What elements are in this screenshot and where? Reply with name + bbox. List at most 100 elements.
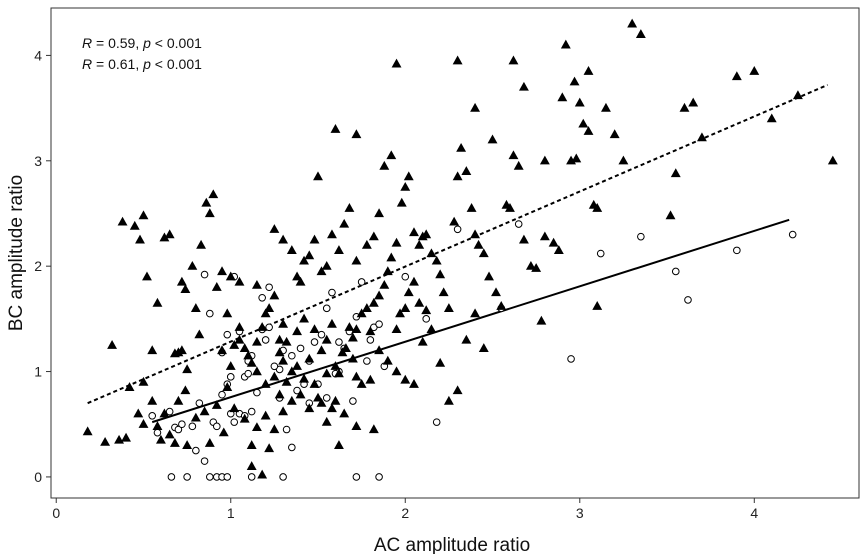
- data-point-triangle: [124, 382, 135, 391]
- data-point-triangle: [251, 366, 262, 376]
- data-point-triangle: [609, 129, 620, 139]
- series-triangles: [82, 18, 838, 479]
- data-point-triangle: [473, 239, 484, 249]
- data-point-triangle: [169, 348, 180, 358]
- data-point-triangle: [269, 224, 280, 233]
- data-point-triangle: [278, 234, 289, 244]
- data-point-triangle: [243, 350, 254, 360]
- data-point-triangle: [152, 297, 163, 307]
- data-point-triangle: [257, 469, 268, 479]
- data-point-triangle: [176, 276, 187, 286]
- data-point-triangle: [438, 287, 449, 297]
- data-point-triangle: [309, 234, 320, 244]
- data-point-triangle: [578, 118, 589, 128]
- annotation-1: R = 0.59, p < 0.001: [82, 35, 202, 51]
- data-point-triangle: [396, 197, 407, 207]
- x-tick-label: 0: [52, 505, 60, 521]
- y-tick-label: 2: [34, 258, 42, 274]
- data-point-triangle: [138, 376, 149, 386]
- data-point-triangle: [583, 126, 594, 135]
- data-point-triangle: [574, 97, 585, 107]
- data-point-triangle: [330, 361, 341, 370]
- data-point-triangle: [414, 239, 425, 249]
- y-tick-label: 4: [34, 47, 42, 63]
- data-point-triangle: [571, 153, 582, 163]
- data-point-triangle: [356, 378, 367, 388]
- data-point-circle: [671, 267, 680, 276]
- data-point-circle: [352, 473, 361, 481]
- data-point-triangle: [391, 366, 402, 376]
- data-point-circle: [733, 246, 741, 255]
- data-point-triangle: [201, 197, 212, 207]
- data-point-triangle: [452, 171, 463, 181]
- data-point-triangle: [269, 424, 280, 434]
- data-point-triangle: [365, 326, 376, 336]
- data-point-circle: [212, 422, 221, 431]
- data-point-circle: [375, 320, 383, 328]
- data-point-triangle: [251, 279, 262, 289]
- data-point-triangle: [190, 303, 201, 312]
- data-point-triangle: [508, 150, 519, 160]
- data-point-triangle: [292, 326, 303, 336]
- data-point-triangle: [313, 171, 323, 181]
- data-point-triangle: [356, 308, 367, 318]
- data-point-triangle: [386, 252, 397, 262]
- data-point-triangle: [173, 395, 184, 405]
- data-point-circle: [401, 272, 410, 281]
- data-point-circle: [258, 293, 266, 302]
- data-point-circle: [206, 473, 214, 481]
- data-point-triangle: [225, 271, 236, 281]
- data-point-triangle: [403, 171, 414, 181]
- data-point-triangle: [257, 322, 268, 331]
- data-point-triangle: [347, 332, 358, 342]
- data-point-circle: [195, 399, 204, 407]
- data-point-triangle: [351, 421, 362, 430]
- data-point-circle: [596, 249, 605, 258]
- data-point-triangle: [592, 301, 603, 310]
- data-point-circle: [226, 373, 235, 381]
- data-point-triangle: [339, 408, 350, 418]
- data-point-circle: [335, 338, 343, 346]
- y-axis: 0 1 2 3 4: [34, 47, 51, 485]
- x-tick-label: 4: [750, 505, 758, 521]
- data-point-triangle: [635, 29, 646, 38]
- plot-panel: [50, 7, 860, 499]
- data-point-triangle: [234, 322, 245, 331]
- data-point-circle: [328, 288, 336, 297]
- data-point-triangle: [218, 427, 229, 437]
- data-point-triangle: [449, 216, 460, 226]
- data-point-circle: [270, 362, 279, 371]
- data-point-triangle: [222, 308, 233, 318]
- data-point-triangle: [484, 271, 494, 281]
- data-point-triangle: [792, 90, 803, 100]
- data-point-triangle: [204, 208, 215, 218]
- data-point-triangle: [269, 290, 280, 300]
- data-point-triangle: [391, 58, 402, 68]
- data-point-circle: [247, 407, 256, 416]
- data-point-triangle: [665, 210, 676, 220]
- y-tick-label: 3: [34, 153, 42, 169]
- data-point-circle: [174, 425, 183, 434]
- data-point-triangle: [278, 406, 289, 416]
- data-point-triangle: [182, 440, 193, 449]
- data-point-triangle: [286, 366, 297, 376]
- data-point-triangle: [548, 237, 559, 247]
- data-point-triangle: [400, 303, 411, 312]
- data-point-triangle: [347, 353, 358, 363]
- data-point-triangle: [679, 102, 690, 112]
- data-point-circle: [375, 473, 383, 481]
- data-point-triangle: [374, 345, 385, 355]
- y-tick-label: 1: [34, 364, 42, 380]
- data-point-triangle: [299, 373, 309, 383]
- data-point-triangle: [330, 123, 341, 133]
- data-point-triangle: [147, 395, 158, 405]
- data-point-triangle: [409, 378, 419, 388]
- data-point-triangle: [339, 218, 350, 228]
- data-point-circle: [288, 443, 296, 452]
- data-point-triangle: [251, 336, 262, 346]
- data-point-triangle: [264, 303, 275, 312]
- data-point-circle: [218, 390, 226, 399]
- data-point-triangle: [344, 322, 355, 331]
- data-point-triangle: [670, 168, 681, 178]
- data-point-triangle: [421, 305, 432, 315]
